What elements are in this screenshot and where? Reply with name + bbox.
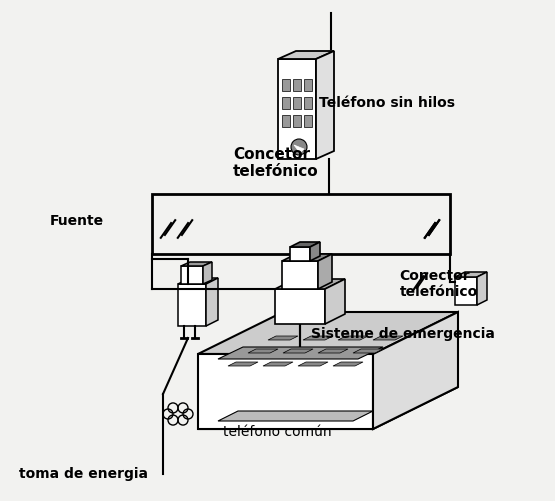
Polygon shape (477, 273, 487, 306)
Polygon shape (298, 362, 328, 366)
Polygon shape (278, 60, 316, 160)
Polygon shape (304, 116, 312, 128)
Text: Conector
telefónico: Conector telefónico (400, 268, 478, 298)
Polygon shape (198, 387, 458, 429)
Polygon shape (303, 336, 333, 340)
Polygon shape (228, 362, 258, 366)
Text: Fuente: Fuente (50, 213, 104, 227)
Polygon shape (282, 255, 332, 262)
Text: teléfono común: teléfono común (223, 424, 332, 438)
Polygon shape (248, 349, 278, 353)
Polygon shape (282, 116, 290, 128)
Polygon shape (275, 290, 325, 324)
Polygon shape (293, 116, 301, 128)
Polygon shape (181, 263, 212, 267)
Text: Teléfono sin hilos: Teléfono sin hilos (319, 96, 455, 110)
Polygon shape (178, 279, 218, 285)
Text: Concetor
telefónico: Concetor telefónico (233, 147, 319, 179)
Polygon shape (198, 313, 458, 354)
Polygon shape (218, 411, 373, 421)
Polygon shape (278, 52, 334, 60)
Polygon shape (304, 80, 312, 92)
Polygon shape (268, 336, 298, 340)
Polygon shape (282, 80, 290, 92)
Polygon shape (455, 273, 487, 278)
Polygon shape (218, 347, 383, 359)
Polygon shape (206, 279, 218, 326)
Polygon shape (283, 349, 313, 353)
Text: toma de energia: toma de energia (19, 466, 148, 480)
Text: Sisteme de emergencia: Sisteme de emergencia (311, 326, 495, 340)
Polygon shape (310, 242, 320, 262)
Polygon shape (181, 267, 203, 285)
Polygon shape (325, 280, 345, 324)
Circle shape (291, 140, 307, 156)
Polygon shape (178, 285, 206, 326)
Polygon shape (304, 98, 312, 110)
Polygon shape (318, 255, 332, 290)
Polygon shape (290, 247, 310, 262)
Polygon shape (316, 52, 334, 160)
Polygon shape (282, 98, 290, 110)
Polygon shape (294, 146, 304, 154)
Polygon shape (198, 354, 373, 429)
Polygon shape (290, 242, 320, 247)
Polygon shape (373, 336, 403, 340)
Polygon shape (293, 80, 301, 92)
Polygon shape (318, 349, 348, 353)
Polygon shape (353, 349, 383, 353)
Polygon shape (263, 362, 293, 366)
Polygon shape (455, 278, 477, 306)
Polygon shape (282, 262, 318, 290)
Polygon shape (203, 263, 212, 285)
Polygon shape (338, 336, 368, 340)
Polygon shape (373, 313, 458, 429)
Polygon shape (333, 362, 363, 366)
Polygon shape (275, 280, 345, 290)
Polygon shape (293, 98, 301, 110)
